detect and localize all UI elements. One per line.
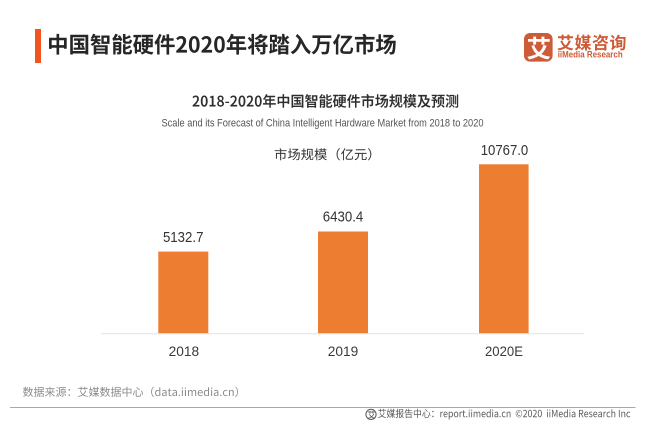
svg-text:2019: 2019 [328,343,359,359]
svg-text:10767.0: 10767.0 [481,142,529,159]
svg-text:Scale and its Forecast of Chin: Scale and its Forecast of China Intellig… [162,117,484,129]
svg-text:6430.4: 6430.4 [323,208,364,225]
svg-text:2018: 2018 [169,343,200,359]
svg-text:2020E: 2020E [485,343,523,359]
svg-text:iiMedia Research: iiMedia Research [558,50,623,61]
svg-text:5132.7: 5132.7 [163,229,204,246]
